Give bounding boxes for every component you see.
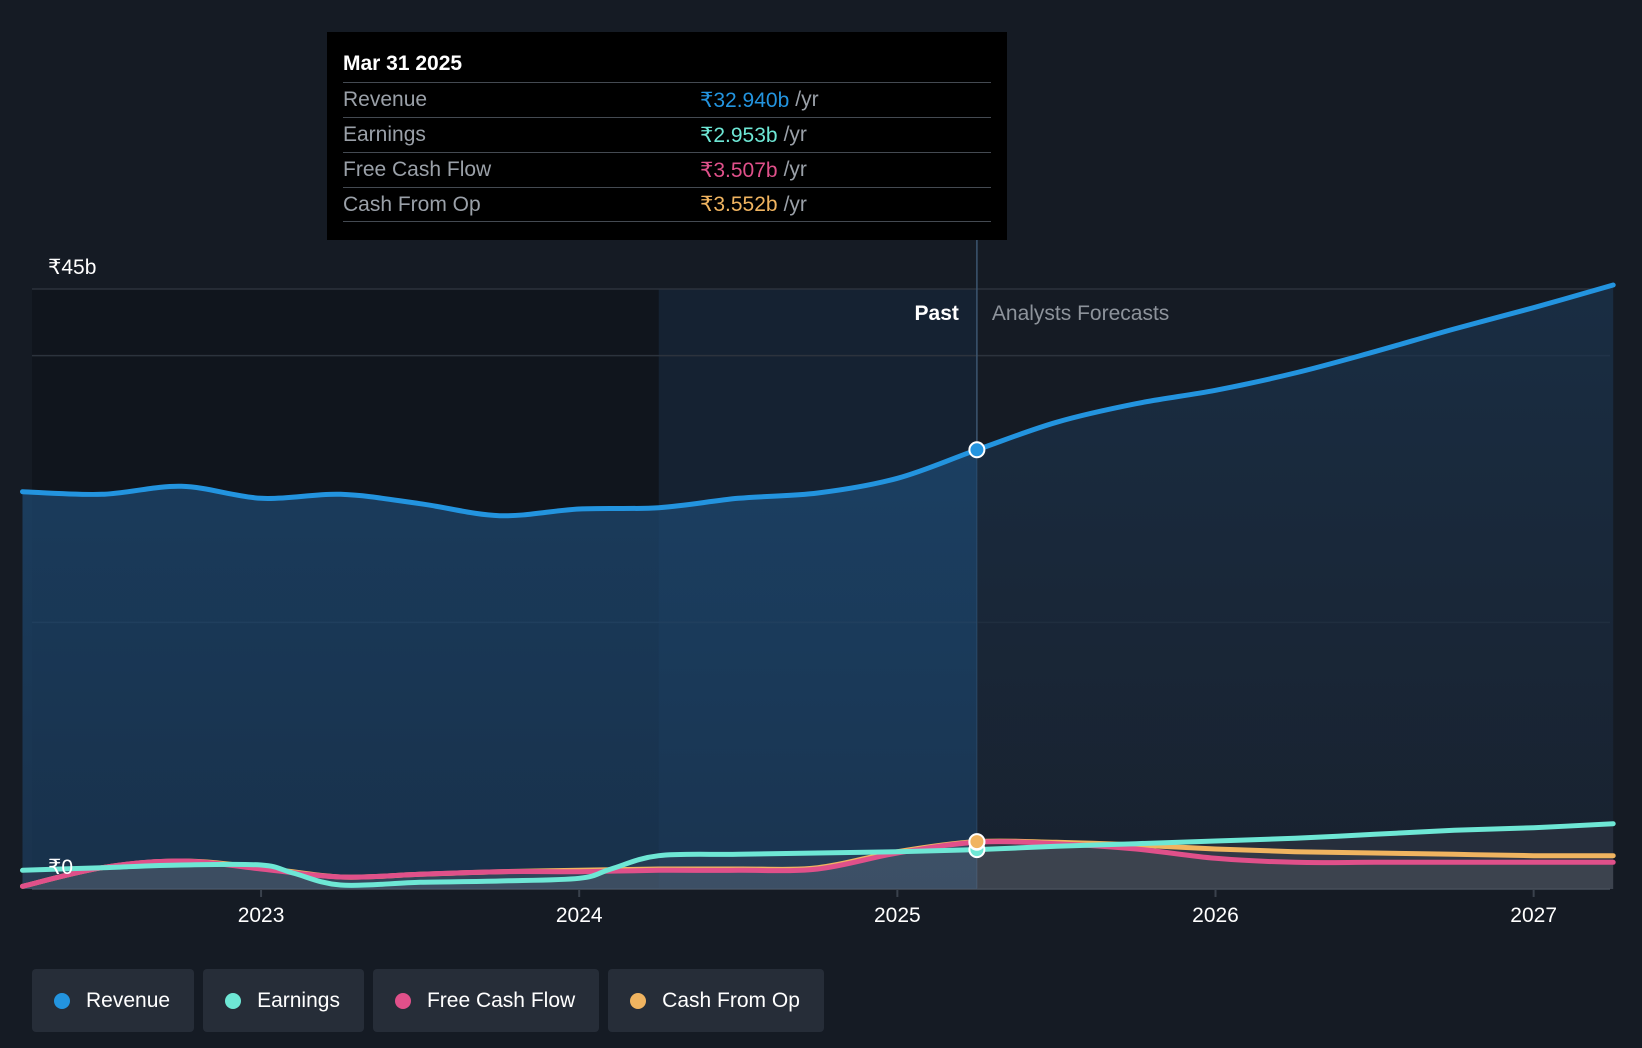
series-area [22,841,1614,889]
legend-dot-icon [225,992,242,1009]
series-line-revenue [20,282,1616,519]
legend-item-cash-from-op[interactable]: Cash From Op [608,969,824,1032]
legend-label: Free Cash Flow [426,988,576,1012]
x-tick-label: 2023 [238,904,285,927]
tooltip-label: Revenue [343,88,428,111]
tooltip-row-earnings: Earnings ₹2.953b /yr [343,117,991,152]
legend-label: Revenue [86,988,171,1012]
chart-legend: Revenue Earnings Free Cash Flow Cash Fro… [32,969,824,1032]
legend-item-earnings[interactable]: Earnings [203,969,364,1032]
tooltip-value: ₹3.507b [700,158,778,182]
y-tick-label: ₹45b [48,256,96,279]
revenue-area-forecast [976,285,1614,889]
series-area [22,840,1614,889]
series-marker [968,441,986,459]
tooltip-row-cash-from-op: Cash From Op ₹3.552b /yr [343,187,991,222]
x-tick-label: 2024 [556,904,603,927]
legend-dot-icon [54,992,70,1009]
x-tick-label: 2027 [1510,904,1557,927]
tooltip-date: Mar 31 2025 [343,52,463,75]
revenue-area-past [22,449,977,889]
tooltip-value: ₹3.552b [700,193,778,216]
past-label: Past [915,302,959,325]
legend-item-free-cash-flow[interactable]: Free Cash Flow [372,969,600,1032]
chart-tooltip: Mar 31 2025 Revenue ₹32.940b /yr Earning… [327,32,1007,240]
x-tick-label: 2026 [1192,904,1239,927]
series-marker [968,833,986,851]
tooltip-label: Earnings [343,123,426,146]
legend-label: Cash From Op [662,988,800,1012]
tooltip-label: Cash From Op [343,192,481,216]
legend-dot-icon [630,992,647,1009]
tooltip-row-revenue: Revenue ₹32.940b /yr [343,82,991,117]
legend-label: Earnings [257,988,340,1012]
tooltip-unit: /yr [783,192,807,216]
x-tick-label: 2025 [874,904,921,927]
forecast-label: Analysts Forecasts [992,302,1169,325]
tooltip-label: Free Cash Flow [343,158,492,181]
tooltip-unit: /yr [795,88,819,111]
tooltip-value: ₹2.953b [700,123,778,147]
series-line-free-cash-flow [20,839,1616,889]
series-area [22,823,1614,889]
tooltip-row-free-cash-flow: Free Cash Flow ₹3.507b /yr [343,152,991,187]
legend-item-revenue[interactable]: Revenue [32,969,195,1032]
legend-dot-icon [394,992,411,1009]
y-tick-label: ₹0 [48,856,73,879]
tooltip-unit: /yr [783,158,807,181]
series-line-earnings [20,821,1616,888]
tooltip-unit: /yr [783,123,807,146]
tooltip-value: ₹32.940b [700,88,790,112]
